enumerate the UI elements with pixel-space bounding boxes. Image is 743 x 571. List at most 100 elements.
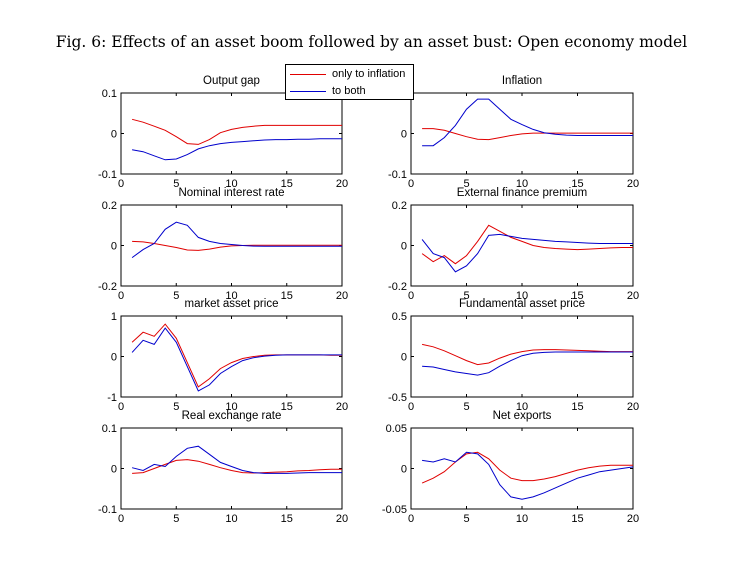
panel-7-ytick-label: 0 xyxy=(111,464,117,476)
panel-6-ytick-label: -0.5 xyxy=(388,392,407,404)
panel-6-xtick-label: 0 xyxy=(408,401,414,413)
panel-7-series-inflation-line xyxy=(132,459,342,474)
panel-4-ytick-label: 0 xyxy=(401,241,407,253)
panel-7-xtick-label: 15 xyxy=(281,513,293,525)
panel-7-xtick-label: 5 xyxy=(173,513,179,525)
panel-4-xtick-label: 0 xyxy=(408,290,414,302)
panel-5-title: market asset price xyxy=(185,298,279,310)
panel-7-title: Real exchange rate xyxy=(182,410,282,422)
panel-7-ytick-label: 0.1 xyxy=(102,423,117,435)
panel-7-series-both-line xyxy=(131,445,342,474)
panel-4-xtick-label: 10 xyxy=(516,290,528,302)
panel-1-series-inflation-line xyxy=(131,118,342,145)
panel-3-title: Nominal interest rate xyxy=(178,187,284,199)
panel-1-ytick-label: 0 xyxy=(111,129,117,141)
panel-2-title: Inflation xyxy=(502,75,542,87)
panel-8-xtick-label: 5 xyxy=(463,513,469,525)
panel-2-ytick-label: 0 xyxy=(401,129,407,141)
panel-5-xtick-label: 5 xyxy=(173,401,179,413)
panel-5-ytick-label: 1 xyxy=(111,311,117,323)
panel-7-xtick-label: 10 xyxy=(225,513,237,525)
panel-4-xtick-label: 5 xyxy=(463,290,469,302)
panel-6-ytick-label: 0 xyxy=(401,352,407,364)
legend-entry-both: to both xyxy=(290,83,366,99)
panel-2-xtick-label: 5 xyxy=(463,178,469,190)
panel-1-title: Output gap xyxy=(203,75,260,87)
legend-entry-inflation: only to inflation xyxy=(290,66,405,82)
legend-swatch-both xyxy=(290,90,326,92)
panel-8-ytick-label: -0.05 xyxy=(382,504,407,516)
panel-8-ytick-label: 0 xyxy=(401,464,407,476)
panel-2-series-both-line xyxy=(422,98,633,147)
panel-4-title: External finance premium xyxy=(457,187,587,199)
panel-2-ytick-label: -0.1 xyxy=(388,169,407,181)
panel-6-xtick-label: 15 xyxy=(571,401,583,413)
panel-3-xtick-label: 0 xyxy=(118,290,124,302)
panel-5-ytick-label: 0 xyxy=(111,352,117,364)
panel-5-series-both-line xyxy=(131,327,342,392)
panel-8-title: Net exports xyxy=(493,410,552,422)
panel-7-xtick-label: 20 xyxy=(336,513,348,525)
panel-4-axes-box xyxy=(410,204,634,287)
panel-8-series-both-line xyxy=(422,451,634,500)
panel-4-xtick-label: 20 xyxy=(627,290,639,302)
legend-swatch-inflation xyxy=(290,73,326,75)
panel-8-series-inflation-line xyxy=(421,451,633,484)
panel-1-xtick-label: 15 xyxy=(281,178,293,190)
panel-3-xtick-label: 15 xyxy=(281,290,293,302)
panel-5-xtick-label: 20 xyxy=(336,401,348,413)
panel-6-series-inflation-line xyxy=(421,343,633,366)
panel-1-axes-box xyxy=(120,92,343,175)
panel-2-xtick-label: 10 xyxy=(516,178,528,190)
figure-title: Fig. 6: Effects of an asset boom followe… xyxy=(55,33,688,51)
panel-8-xtick-label: 20 xyxy=(627,513,639,525)
panel-5-xtick-label: 10 xyxy=(225,401,237,413)
panel-3-xtick-label: 5 xyxy=(173,290,179,302)
panel-6-ytick-label: 0.5 xyxy=(392,311,407,323)
panel-2-series-inflation-line xyxy=(422,128,633,141)
legend-label-inflation: only to inflation xyxy=(332,68,406,80)
panel-2-xtick-label: 0 xyxy=(408,178,414,190)
panel-3-ytick-label: -0.2 xyxy=(98,281,117,293)
panel-3-ytick-label: 0 xyxy=(111,241,117,253)
panel-8-ytick-label: 0.05 xyxy=(386,423,407,435)
panel-2-xtick-label: 15 xyxy=(571,178,583,190)
panel-1-xtick-label: 5 xyxy=(173,178,179,190)
panel-4-ytick-label: 0.2 xyxy=(392,200,407,212)
panel-7-xtick-label: 0 xyxy=(118,513,124,525)
panel-1-xtick-label: 20 xyxy=(336,178,348,190)
panel-4-xtick-label: 15 xyxy=(571,290,583,302)
panel-4-series-inflation-line xyxy=(421,224,633,265)
panel-3-xtick-label: 10 xyxy=(225,290,237,302)
panel-6-axes-box xyxy=(410,315,634,398)
panel-3-xtick-label: 20 xyxy=(336,290,348,302)
panel-7-ytick-label: -0.1 xyxy=(98,504,117,516)
panel-6-xtick-label: 10 xyxy=(516,401,528,413)
panel-4-series-both-line xyxy=(421,233,633,273)
panel-2-xtick-label: 20 xyxy=(627,178,639,190)
panel-1-ytick-label: 0.1 xyxy=(102,88,117,100)
panel-5-series-inflation-line xyxy=(131,323,342,388)
panel-6-series-both-line xyxy=(422,351,633,376)
panel-8-xtick-label: 10 xyxy=(516,513,528,525)
panel-6-title: Fundamental asset price xyxy=(459,298,585,310)
panel-1-xtick-label: 0 xyxy=(118,178,124,190)
panel-1-series-both-line xyxy=(132,138,342,161)
panel-6-xtick-label: 5 xyxy=(463,401,469,413)
panel-8-xtick-label: 0 xyxy=(408,513,414,525)
panel-1-xtick-label: 10 xyxy=(225,178,237,190)
panel-5-xtick-label: 0 xyxy=(118,401,124,413)
panel-6-xtick-label: 20 xyxy=(627,401,639,413)
panel-1-ytick-label: -0.1 xyxy=(98,169,117,181)
panel-5-ytick-label: -1 xyxy=(107,392,117,404)
legend: only to inflation to both xyxy=(285,64,414,100)
